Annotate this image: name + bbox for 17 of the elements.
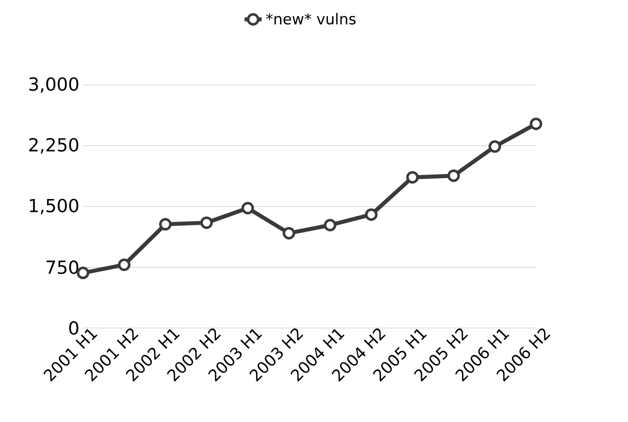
point xyxy=(488,140,502,153)
y-tick-label: 3,000 xyxy=(29,77,78,93)
point xyxy=(118,258,130,272)
point xyxy=(324,218,336,232)
y-tick-label: 750 xyxy=(46,260,78,274)
point xyxy=(76,266,90,280)
point xyxy=(282,226,296,240)
point xyxy=(406,171,419,184)
y-tick-label: 2,250 xyxy=(29,138,78,154)
legend-label: *new* vulns xyxy=(266,12,356,25)
point xyxy=(241,202,254,214)
y-tick-label: 1,500 xyxy=(30,198,78,214)
point xyxy=(447,169,460,182)
point xyxy=(159,218,172,231)
point xyxy=(365,208,378,221)
point xyxy=(200,216,213,229)
point xyxy=(530,118,542,130)
